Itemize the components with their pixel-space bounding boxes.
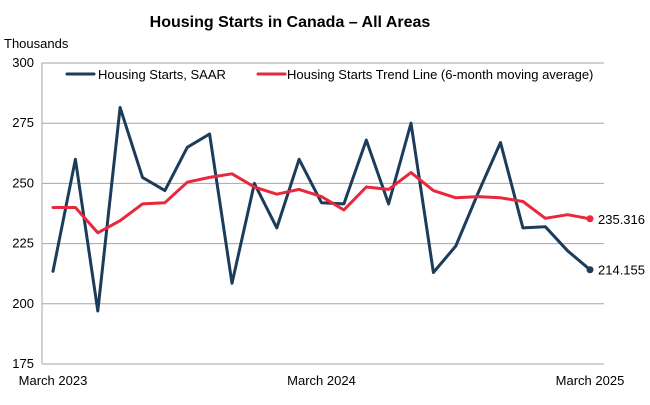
end-point-housing-starts <box>586 266 594 274</box>
axes: 175 200 225 250 275 300 March 2023 March 2024 Ma… <box>12 55 624 388</box>
y-axis-unit-label: Thousands <box>4 36 69 51</box>
x-tick-label-1: March 2024 <box>287 373 356 388</box>
x-tick-label-0: March 2023 <box>19 373 88 388</box>
y-tick-label-225: 225 <box>12 236 34 251</box>
series-lines <box>51 106 592 313</box>
legend-label-trend-line: Housing Starts Trend Line (6-month movin… <box>287 67 593 82</box>
legend: Housing Starts, SAAR Housing Starts Trend… <box>65 67 593 82</box>
x-tick-label-2: March 2025 <box>556 373 625 388</box>
legend-label-housing-starts: Housing Starts, SAAR <box>98 67 226 82</box>
y-tick-label-275: 275 <box>12 115 34 130</box>
y-tick-label-300: 300 <box>12 55 34 70</box>
y-tick-label-175: 175 <box>12 356 34 371</box>
end-value-label-trend-line: 235.316 <box>598 212 645 227</box>
series-line-housing-starts <box>51 106 592 313</box>
y-tick-label-200: 200 <box>12 296 34 311</box>
end-value-label-housing-starts: 214.155 <box>598 263 645 278</box>
y-tick-label-250: 250 <box>12 175 34 190</box>
chart-title: Housing Starts in Canada – All Areas <box>150 14 431 31</box>
end-markers: 214.155 235.316 <box>586 212 645 278</box>
gridlines <box>42 62 604 305</box>
series-line-trend-line <box>51 171 592 235</box>
end-point-trend-line <box>586 215 594 223</box>
